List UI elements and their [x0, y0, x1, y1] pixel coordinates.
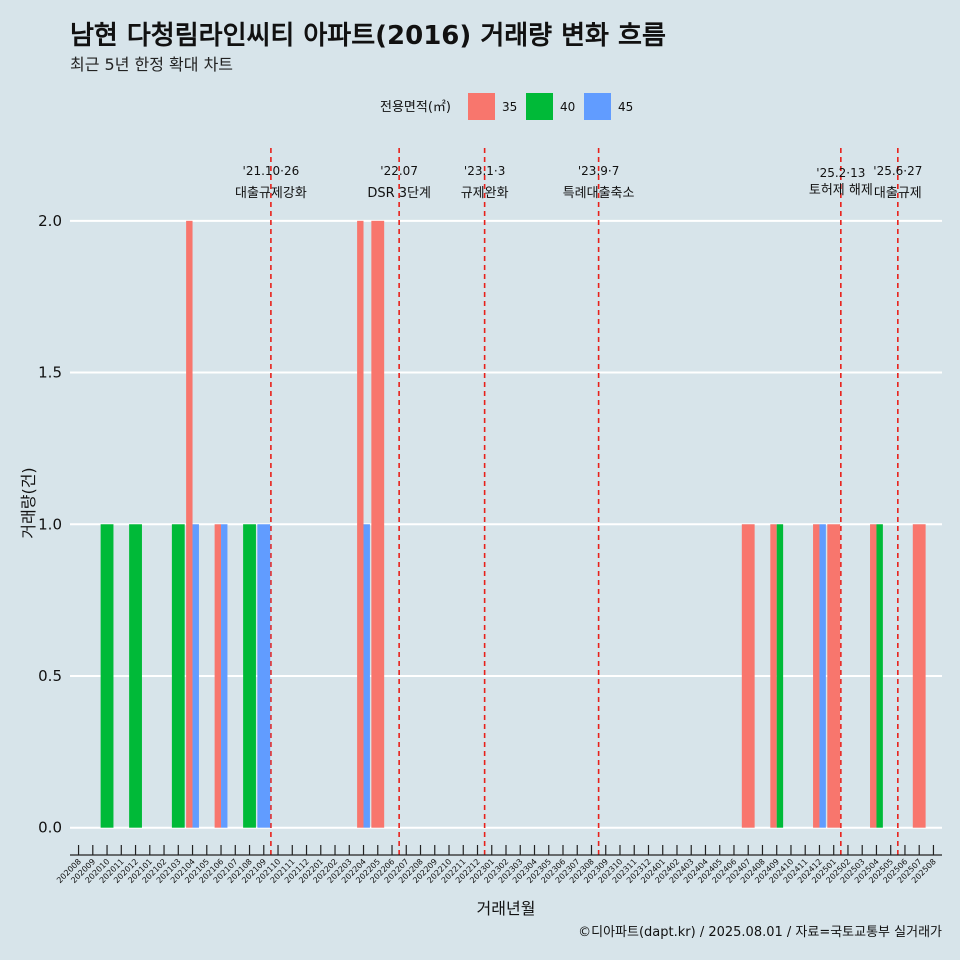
- bar-202205-35: [371, 220, 385, 828]
- y-tick-label: 2.0: [38, 212, 62, 230]
- legend-swatch-35: [468, 93, 495, 120]
- bar-202108-40: [243, 524, 256, 828]
- bar-202409-35: [770, 524, 777, 828]
- event-label: 특례대출축소: [563, 186, 635, 201]
- bar-202412-35: [813, 524, 820, 828]
- y-axis: 0.0 0.5 1.0 1.5 2.0: [38, 212, 62, 837]
- bar-202109-45: [257, 524, 271, 828]
- bar-202012-40: [129, 524, 142, 828]
- bar-202407-35: [741, 524, 755, 828]
- event-label: DSR 3단계: [367, 186, 431, 201]
- legend-title: 전용면적(㎡): [380, 100, 451, 115]
- bar-202504-40: [876, 524, 883, 828]
- event-label: 토허제 해제: [809, 183, 873, 198]
- event-date: '25.2·13: [816, 166, 865, 180]
- y-axis-label: 거래량(건): [19, 467, 38, 538]
- y-tick-label: 0.5: [38, 667, 62, 685]
- event-date: '21.10·26: [243, 164, 300, 178]
- event-date: '22.07: [380, 164, 418, 178]
- event-lines: '21.10·26 대출규제강화 '22.07 DSR 3단계 '23.1·3 규제완화 '…: [235, 148, 922, 855]
- bar-202504-35: [870, 524, 877, 828]
- legend-label-35: 35: [502, 100, 517, 114]
- bar-202501-35: [827, 524, 841, 828]
- event-label: 대출규제강화: [235, 186, 307, 201]
- bar-202507-35: [912, 524, 926, 828]
- legend-swatch-40: [526, 93, 553, 120]
- event-date: '25.6·27: [873, 164, 922, 178]
- event-date: '23.9·7: [578, 164, 619, 178]
- gridlines: [70, 219, 942, 829]
- event-label: 규제완화: [461, 186, 509, 201]
- bar-202104-45: [192, 524, 199, 828]
- y-tick-label: 0.0: [38, 819, 62, 837]
- x-axis: 2020082020092020102020112020122021012021…: [55, 845, 942, 885]
- chart-subtitle: 최근 5년 한정 확대 차트: [70, 55, 233, 74]
- bar-202204-35: [357, 220, 364, 828]
- bar-202010-40: [100, 524, 114, 828]
- bar-202104-35: [186, 220, 193, 828]
- y-tick-label: 1.0: [38, 515, 62, 533]
- bar-202106-45: [221, 524, 228, 828]
- chart-caption: ©디아파트(dapt.kr) / 2025.08.01 / 자료=국토교통부 실…: [578, 925, 942, 940]
- bar-202409-40: [776, 524, 784, 828]
- bar-202412-45: [819, 524, 826, 828]
- bar-202106-35: [214, 524, 222, 828]
- bar-202103-40: [171, 524, 185, 828]
- bar-202204-45: [363, 524, 370, 828]
- legend-label-40: 40: [560, 100, 575, 114]
- event-label: 대출규제: [874, 186, 922, 201]
- y-tick-label: 1.5: [38, 364, 62, 382]
- chart-title: 남현 다청림라인씨티 아파트(2016) 거래량 변화 흐름: [70, 21, 666, 51]
- event-date: '23.1·3: [464, 164, 505, 178]
- legend-swatch-45: [584, 93, 611, 120]
- x-axis-label: 거래년월: [477, 899, 536, 918]
- bars: [100, 220, 926, 828]
- legend-label-45: 45: [618, 100, 633, 114]
- legend: 전용면적(㎡) 35 40 45: [380, 93, 633, 120]
